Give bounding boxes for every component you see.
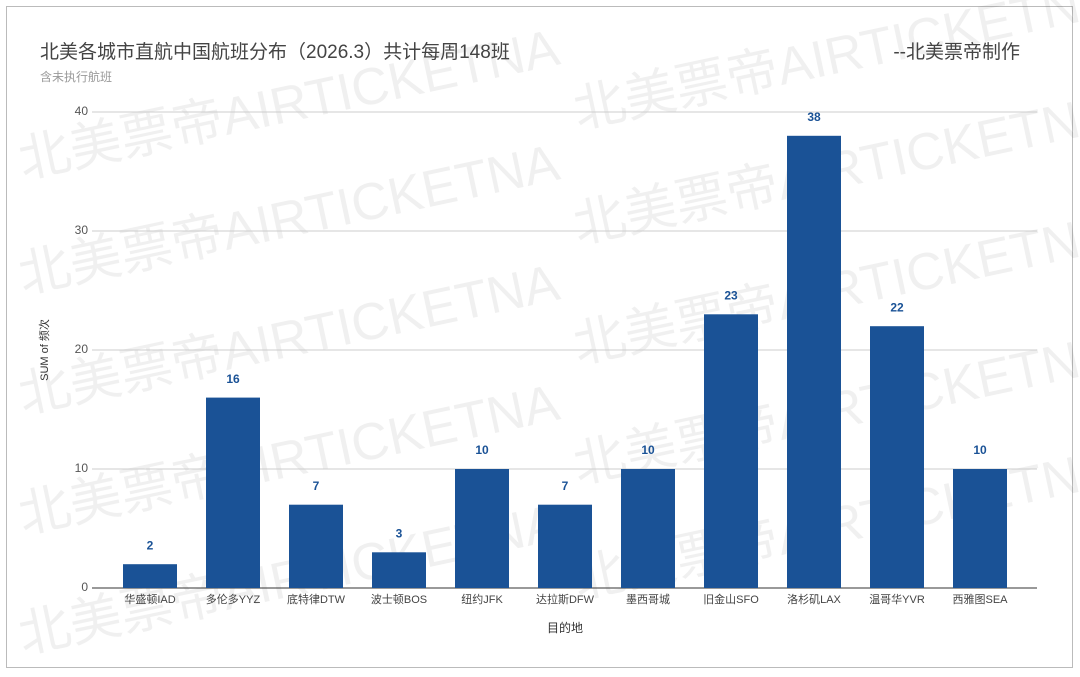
x-tick-label: 华盛顿IAD	[124, 592, 175, 606]
x-axis-label: 目的地	[547, 620, 583, 635]
data-label: 2	[147, 538, 154, 552]
bar	[621, 469, 675, 588]
credit: --北美票帝制作	[893, 41, 1020, 63]
data-label: 7	[562, 479, 569, 493]
bar	[870, 326, 924, 588]
x-tick-label: 西雅图SEA	[952, 592, 1008, 606]
bar	[787, 135, 841, 589]
y-tick-label: 10	[75, 461, 89, 475]
x-tick-label: 洛杉矶LAX	[787, 592, 841, 606]
data-label: 3	[396, 526, 403, 540]
data-label: 10	[475, 443, 489, 457]
x-tick-label: 波士顿BOS	[371, 592, 427, 606]
bar	[538, 504, 592, 588]
y-tick-label: 0	[81, 580, 88, 594]
data-label: 7	[313, 479, 320, 493]
data-label: 38	[807, 110, 821, 124]
data-label: 22	[890, 300, 904, 314]
x-tick-label: 达拉斯DFW	[536, 592, 595, 606]
data-label: 16	[226, 372, 240, 386]
data-label: 23	[724, 288, 738, 302]
data-label: 10	[973, 443, 987, 457]
x-tick-label: 墨西哥城	[626, 593, 670, 606]
x-tick-label: 纽约JFK	[461, 592, 503, 606]
chart-title: 北美各城市直航中国航班分布（2026.3）共计每周148班	[40, 41, 510, 63]
bar	[704, 314, 758, 588]
y-tick-label: 40	[75, 104, 89, 118]
bar	[455, 469, 509, 588]
bar	[123, 564, 177, 588]
y-tick-label: 20	[75, 342, 89, 356]
x-tick-label: 底特律DTW	[287, 592, 346, 606]
y-axis-label: SUM of 频次	[37, 319, 51, 381]
x-tick-label: 旧金山SFO	[703, 592, 759, 606]
x-tick-label: 温哥华YVR	[869, 592, 925, 606]
bar	[372, 552, 426, 588]
bar	[206, 397, 260, 588]
y-tick-label: 30	[75, 223, 89, 237]
bar	[289, 504, 343, 588]
data-label: 10	[641, 443, 655, 457]
bar	[953, 469, 1007, 588]
chart-subtitle: 含未执行航班	[40, 69, 112, 84]
x-tick-label: 多伦多YYZ	[206, 592, 261, 606]
